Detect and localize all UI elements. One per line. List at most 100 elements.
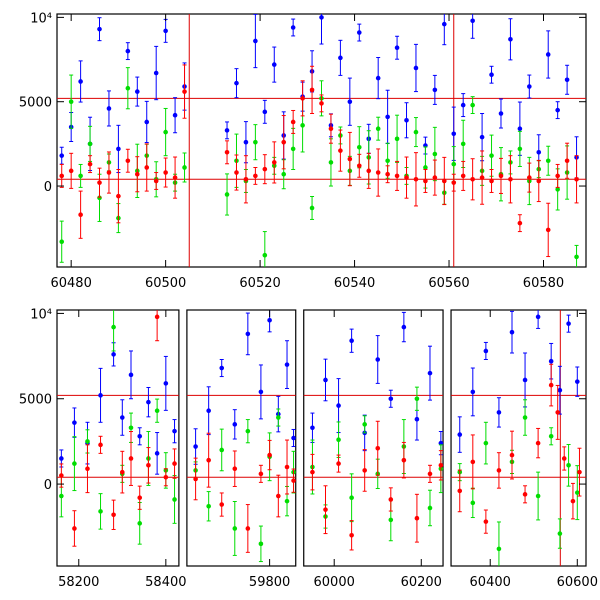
x-tick-label: 60540 — [334, 276, 375, 291]
data-point — [574, 176, 579, 182]
data-point — [438, 463, 444, 468]
data-point — [404, 117, 409, 123]
data-point — [451, 161, 457, 167]
data-point — [517, 220, 523, 226]
data-point — [375, 170, 381, 175]
data-point — [137, 495, 143, 501]
data-point — [224, 192, 230, 197]
data-point — [483, 348, 489, 354]
data-point — [394, 173, 400, 179]
data-point — [451, 131, 457, 137]
data-point — [111, 324, 116, 330]
data-point — [232, 466, 238, 472]
data-point — [253, 173, 258, 179]
data-point — [470, 389, 476, 395]
data-point — [470, 459, 476, 465]
axis-frame-segment — [56, 309, 180, 567]
x-tick-label: 60580 — [523, 276, 564, 291]
series-2 — [59, 310, 582, 553]
data-point — [385, 114, 390, 120]
data-point — [262, 166, 268, 172]
data-point — [522, 377, 528, 383]
data-point — [535, 440, 541, 446]
data-point — [284, 362, 290, 367]
data-point — [451, 180, 457, 185]
data-point — [394, 136, 400, 142]
data-point — [483, 440, 489, 446]
data-point — [153, 178, 159, 184]
data-point — [336, 403, 341, 408]
data-point — [555, 187, 560, 192]
data-point — [106, 170, 112, 175]
data-point — [258, 541, 264, 547]
data-point — [385, 158, 390, 164]
data-point — [470, 176, 475, 182]
data-point — [219, 502, 225, 507]
data-point — [258, 471, 264, 477]
data-point — [234, 80, 239, 86]
data-point — [438, 440, 444, 446]
data-point — [68, 168, 74, 174]
y-tick-label: 0 — [44, 478, 52, 493]
data-point — [182, 165, 187, 170]
data-point — [300, 96, 305, 101]
data-point — [154, 451, 160, 456]
data-point — [193, 444, 198, 449]
axis-frame-segment — [450, 309, 587, 567]
data-point — [111, 512, 116, 518]
data-point — [128, 456, 134, 461]
data-point — [267, 317, 272, 323]
data-layer — [59, 14, 579, 267]
x-tick-label: 60400 — [470, 575, 511, 590]
data-point — [362, 422, 367, 427]
data-point — [336, 437, 341, 443]
data-point — [98, 442, 103, 448]
data-point — [323, 377, 328, 383]
data-point — [98, 393, 103, 398]
data-point — [193, 476, 198, 482]
data-point — [470, 102, 475, 108]
data-point — [125, 85, 131, 91]
data-point — [232, 526, 238, 531]
x-tick-label: 58200 — [58, 575, 99, 590]
data-point — [432, 87, 438, 93]
data-point — [323, 507, 328, 512]
data-point — [234, 170, 239, 175]
data-point — [97, 26, 102, 32]
data-point — [206, 457, 211, 463]
data-point — [172, 112, 178, 118]
data-point — [319, 15, 324, 20]
data-point — [470, 500, 476, 506]
data-point — [508, 176, 513, 182]
data-point — [59, 473, 64, 478]
data-point — [522, 415, 528, 420]
data-point — [527, 175, 532, 180]
data-point — [172, 428, 177, 434]
data-point — [271, 62, 277, 67]
data-point — [85, 439, 90, 444]
data-point — [414, 515, 420, 521]
data-point — [78, 79, 83, 84]
data-point — [290, 25, 296, 30]
data-point — [224, 128, 230, 133]
data-point — [349, 338, 354, 344]
data-point — [72, 526, 77, 531]
data-point — [116, 146, 121, 152]
data-point — [291, 478, 296, 483]
y-tick-label: 5000 — [19, 393, 52, 408]
data-point — [349, 532, 354, 538]
series-1 — [59, 310, 580, 566]
data-point — [146, 463, 151, 468]
axis-frame-segment — [303, 309, 444, 567]
data-point — [545, 227, 551, 233]
data-point — [59, 173, 65, 179]
data-point — [172, 175, 178, 180]
data-point — [356, 144, 362, 150]
data-point — [59, 456, 64, 461]
data-point — [284, 464, 290, 470]
data-point — [232, 422, 238, 427]
data-point — [460, 102, 466, 108]
data-point — [59, 239, 65, 244]
data-point — [336, 461, 341, 466]
